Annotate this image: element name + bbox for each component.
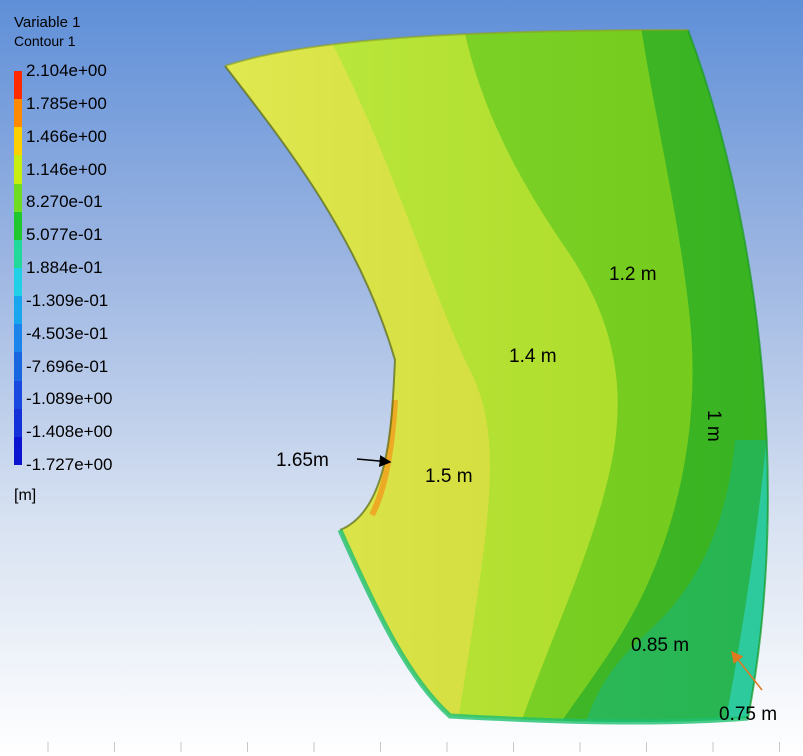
legend-tick-label: 1.785e+00 [26,93,107,113]
colorbar-segment [14,380,22,410]
legend-tick-label: -1.408e+00 [26,422,113,442]
colorbar-segment [14,211,22,241]
label-1-2m: 1.2 m [609,264,657,285]
legend-units: [m] [14,487,37,504]
colorbar-segment [14,239,22,269]
legend-tick-label: 2.104e+00 [26,61,107,80]
label-0-75m: 0.75 m [719,704,777,725]
colorbar-segment [14,296,22,325]
colorbar [14,71,22,466]
colorbar-segment [14,408,22,438]
legend-tick-label: 5.077e-01 [26,225,103,245]
colorbar-segment [14,71,22,100]
outer-rim [687,29,769,719]
colorbar-segment [14,127,22,156]
arrow-1-65m [356,455,392,468]
legend-tick-label: -1.309e-01 [26,290,109,310]
top-rim [224,29,689,67]
bottom-rim [337,528,749,725]
color-legend: Variable 1 Contour 1 2.104e+00 1.785e+00 1… [0,0,230,520]
colorbar-segment [14,324,22,353]
legend-tick-label: 1.884e-01 [26,258,103,277]
colorbar-segment [14,436,22,466]
legend-tick-label: 8.270e-01 [26,192,103,212]
colorbar-segment [14,99,22,128]
label-1-5m: 1.5 m [425,466,473,487]
arrow-0-75m [731,650,763,691]
inner-edge-shadow [224,65,397,531]
colorbar-segment [14,183,22,213]
legend-tick-label: 1.146e+00 [26,159,107,179]
colorbar-segment [14,268,22,297]
label-0-85m: 0.85 m [631,635,689,656]
legend-tick-label: -1.089e+00 [26,389,113,409]
colorbar-segment [14,352,22,382]
legend-variable-name: Variable 1 [14,14,81,31]
label-1-65m: 1.65m [276,450,329,471]
legend-contour-name: Contour 1 [14,33,76,49]
legend-tick-label: -1.727e+00 [26,455,113,474]
label-1-4m: 1.4 m [509,346,557,367]
legend-tick-label: -7.696e-01 [26,356,109,376]
bottom-ruler-ticks [47,742,780,752]
legend-tick-label: -4.503e-01 [26,323,109,343]
label-1m: 1 m [703,410,724,442]
colorbar-segment [14,155,22,185]
legend-tick-label: 1.466e+00 [26,126,107,146]
